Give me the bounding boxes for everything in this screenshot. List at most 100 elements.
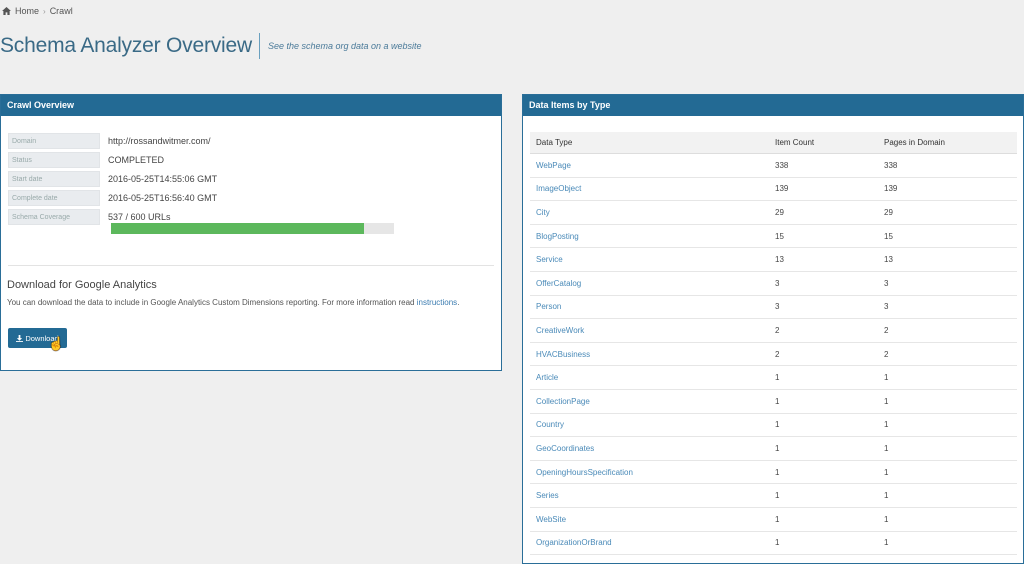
item-count-cell: 1 (769, 413, 878, 438)
breadcrumb-separator: › (43, 6, 46, 16)
column-header[interactable]: Item Count (769, 132, 878, 154)
table-row: Series 1 1 (530, 483, 1017, 508)
table-row: ImageObject 139 139 (530, 177, 1017, 202)
download-description-text: You can download the data to include in … (7, 298, 415, 307)
item-count-cell: 2 (769, 318, 878, 343)
pointer-cursor-icon: ☝ (48, 336, 65, 351)
download-button[interactable]: Download (8, 328, 67, 348)
download-description: You can download the data to include in … (7, 297, 477, 309)
detail-key: Schema Coverage (8, 208, 100, 225)
table-row: GeoCoordinates 1 1 (530, 436, 1017, 461)
item-count-cell: 15 (769, 224, 878, 249)
pages-in-domain-cell: 3 (878, 295, 1017, 320)
item-count-cell: 29 (769, 200, 878, 225)
pages-in-domain-cell: 1 (878, 365, 1017, 390)
data-type-link[interactable]: CollectionPage (530, 389, 769, 414)
data-type-link[interactable]: WebPage (530, 153, 769, 178)
home-icon (2, 7, 11, 15)
table-header-row: Data Type Item Count Pages in Domain (530, 132, 1017, 154)
detail-row-complete-date: Complete date 2016-05-25T16:56:40 GMT (8, 188, 217, 207)
table-row: Country 1 1 (530, 413, 1017, 438)
data-type-link[interactable]: City (530, 200, 769, 225)
panel-title: Crawl Overview (1, 95, 501, 116)
item-count-cell: 338 (769, 153, 878, 178)
pages-in-domain-cell: 338 (878, 153, 1017, 178)
panel-title: Data Items by Type (523, 95, 1023, 116)
detail-key: Domain (8, 132, 100, 149)
data-type-link[interactable]: OrganizationOrBrand (530, 531, 769, 556)
title-divider (258, 33, 260, 59)
data-type-link[interactable]: WebSite (530, 507, 769, 532)
detail-row-schema-coverage: Schema Coverage 537 / 600 URLs (8, 207, 217, 226)
item-count-cell: 3 (769, 295, 878, 320)
data-items-table: Data Type Item Count Pages in Domain Web… (530, 132, 1017, 556)
detail-value: 2016-05-25T14:55:06 GMT (108, 173, 218, 184)
table-row: CreativeWork 2 2 (530, 318, 1017, 343)
pages-in-domain-cell: 139 (878, 177, 1017, 202)
detail-value: http://rossandwitmer.com/ (108, 135, 211, 146)
table-row: HVACBusiness 2 2 (530, 342, 1017, 367)
pages-in-domain-cell: 1 (878, 483, 1017, 508)
detail-value: 537 / 600 URLs (108, 211, 171, 222)
detail-key: Complete date (8, 189, 100, 206)
data-items-panel: Data Items by Type Data Type Item Count … (522, 94, 1024, 564)
detail-row-status: Status COMPLETED (8, 150, 217, 169)
item-count-cell: 1 (769, 483, 878, 508)
pages-in-domain-cell: 1 (878, 389, 1017, 414)
table-row: OpeningHoursSpecification 1 1 (530, 460, 1017, 485)
item-count-cell: 1 (769, 507, 878, 532)
column-header[interactable]: Data Type (530, 132, 769, 154)
item-count-cell: 139 (769, 177, 878, 202)
pages-in-domain-cell: 1 (878, 413, 1017, 438)
table-row: WebSite 1 1 (530, 507, 1017, 532)
detail-row-start-date: Start date 2016-05-25T14:55:06 GMT (8, 169, 217, 188)
crawl-details: Domain http://rossandwitmer.com/ Status … (8, 131, 217, 226)
item-count-cell: 1 (769, 365, 878, 390)
table-row: Service 13 13 (530, 247, 1017, 272)
pages-in-domain-cell: 15 (878, 224, 1017, 249)
table-row: OrganizationOrBrand 1 1 (530, 531, 1017, 556)
table-row: BlogPosting 15 15 (530, 224, 1017, 249)
data-type-link[interactable]: Series (530, 483, 769, 508)
period: . (457, 298, 460, 307)
page-title: Schema Analyzer Overview (0, 34, 252, 57)
page-header: Schema Analyzer Overview See the schema … (0, 33, 422, 59)
download-section-title: Download for Google Analytics (7, 279, 157, 291)
data-type-link[interactable]: Service (530, 247, 769, 272)
detail-key: Start date (8, 170, 100, 187)
pages-in-domain-cell: 1 (878, 436, 1017, 461)
download-button-label: Download (25, 333, 59, 343)
item-count-cell: 1 (769, 531, 878, 556)
pages-in-domain-cell: 1 (878, 531, 1017, 556)
pages-in-domain-cell: 13 (878, 247, 1017, 272)
crawl-overview-panel: Crawl Overview Domain http://rossandwitm… (0, 94, 502, 371)
data-type-link[interactable]: Article (530, 365, 769, 390)
data-type-link[interactable]: ImageObject (530, 177, 769, 202)
breadcrumb-home-link[interactable]: Home (15, 6, 40, 16)
data-type-link[interactable]: Person (530, 295, 769, 320)
item-count-cell: 1 (769, 436, 878, 461)
data-type-link[interactable]: Country (530, 413, 769, 438)
data-type-link[interactable]: HVACBusiness (530, 342, 769, 367)
breadcrumb: Home › Crawl (2, 6, 73, 16)
data-type-link[interactable]: BlogPosting (530, 224, 769, 249)
page-subtitle: See the schema org data on a website (267, 41, 422, 51)
instructions-link[interactable]: instructions (416, 298, 458, 307)
table-row: WebPage 338 338 (530, 153, 1017, 178)
data-type-link[interactable]: OpeningHoursSpecification (530, 460, 769, 485)
download-icon (16, 334, 24, 342)
item-count-cell: 2 (769, 342, 878, 367)
detail-row-domain: Domain http://rossandwitmer.com/ (8, 131, 217, 150)
data-type-link[interactable]: OfferCatalog (530, 271, 769, 296)
detail-value: COMPLETED (108, 154, 165, 165)
table-row: City 29 29 (530, 200, 1017, 225)
detail-key: Status (8, 151, 100, 168)
column-header[interactable]: Pages in Domain (878, 132, 1017, 154)
coverage-progress-fill (111, 223, 365, 234)
pages-in-domain-cell: 29 (878, 200, 1017, 225)
detail-value: 2016-05-25T16:56:40 GMT (108, 192, 218, 203)
data-type-link[interactable]: CreativeWork (530, 318, 769, 343)
pages-in-domain-cell: 2 (878, 318, 1017, 343)
pages-in-domain-cell: 1 (878, 507, 1017, 532)
data-type-link[interactable]: GeoCoordinates (530, 436, 769, 461)
